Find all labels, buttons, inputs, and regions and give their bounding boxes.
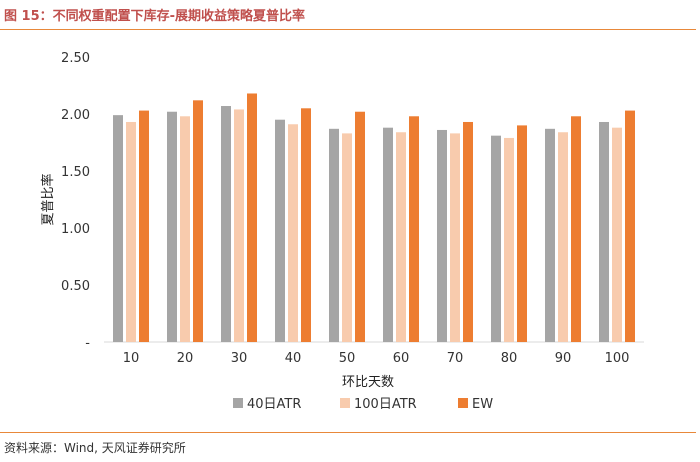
bar-40日ATR-90 bbox=[545, 128, 555, 342]
x-tick-label: 20 bbox=[177, 351, 194, 366]
bar-100日ATR-80 bbox=[504, 137, 514, 342]
bar-100日ATR-70 bbox=[450, 133, 460, 342]
bar-40日ATR-60 bbox=[383, 127, 393, 343]
bar-100日ATR-60 bbox=[396, 132, 406, 342]
bar-EW-70 bbox=[463, 121, 473, 342]
x-tick-label: 40 bbox=[285, 351, 302, 366]
bar-EW-50 bbox=[355, 111, 365, 342]
y-tick-label: 0.50 bbox=[61, 279, 90, 294]
legend-swatch-40日ATR bbox=[233, 398, 243, 408]
x-tick-label: 50 bbox=[339, 351, 356, 366]
bar-40日ATR-10 bbox=[113, 115, 123, 342]
title-divider bbox=[0, 29, 696, 30]
bar-EW-100 bbox=[625, 110, 635, 342]
y-axis-title: 夏普比率 bbox=[40, 173, 56, 225]
bar-100日ATR-90 bbox=[558, 132, 568, 342]
y-tick-label: - bbox=[85, 336, 90, 351]
bar-100日ATR-40 bbox=[288, 124, 298, 342]
x-tick-label: 80 bbox=[501, 351, 518, 366]
source-note: 资料来源：Wind, 天风证券研究所 bbox=[4, 441, 186, 455]
legend-swatch-EW bbox=[458, 398, 468, 408]
bar-EW-60 bbox=[409, 116, 419, 342]
bar-100日ATR-100 bbox=[612, 127, 622, 343]
bar-EW-20 bbox=[193, 100, 203, 342]
bar-100日ATR-50 bbox=[342, 133, 352, 342]
bar-EW-10 bbox=[139, 110, 149, 342]
bar-100日ATR-30 bbox=[234, 109, 244, 342]
bar-chart: - 0.50 1.00 1.50 2.00 2.50 10 20 30 40 50 60 70 80 90 1… bbox=[40, 51, 644, 412]
bar-40日ATR-100 bbox=[599, 121, 609, 342]
x-tick-label: 60 bbox=[393, 351, 410, 366]
legend-label: 100日ATR bbox=[354, 397, 417, 412]
x-tick-label: 90 bbox=[555, 351, 572, 366]
bar-40日ATR-80 bbox=[491, 135, 501, 342]
bar-EW-80 bbox=[517, 125, 527, 343]
bar-EW-40 bbox=[301, 108, 311, 342]
legend-label: EW bbox=[472, 397, 493, 412]
bar-EW-90 bbox=[571, 116, 581, 342]
bar-40日ATR-50 bbox=[329, 128, 339, 342]
legend-label: 40日ATR bbox=[247, 397, 301, 412]
y-tick-label: 1.00 bbox=[61, 222, 90, 237]
bar-40日ATR-40 bbox=[275, 119, 285, 342]
figure-title: 图 15：不同权重配置下库存-展期收益策略夏普比率 bbox=[4, 9, 306, 24]
footer-divider bbox=[0, 432, 696, 433]
y-tick-label: 2.00 bbox=[61, 108, 90, 123]
legend-swatch-100日ATR bbox=[340, 398, 350, 408]
x-tick-label: 70 bbox=[447, 351, 464, 366]
x-tick-label: 30 bbox=[231, 351, 248, 366]
x-axis-title: 环比天数 bbox=[342, 375, 394, 390]
x-tick-label: 100 bbox=[605, 351, 630, 366]
bar-100日ATR-20 bbox=[180, 116, 190, 342]
y-tick-label: 1.50 bbox=[61, 165, 90, 180]
bar-40日ATR-30 bbox=[221, 106, 231, 343]
bar-40日ATR-70 bbox=[437, 129, 447, 342]
x-tick-label: 10 bbox=[123, 351, 140, 366]
bar-100日ATR-10 bbox=[126, 121, 136, 342]
bar-EW-30 bbox=[247, 93, 257, 342]
bar-40日ATR-20 bbox=[167, 111, 177, 342]
y-tick-label: 2.50 bbox=[61, 51, 90, 66]
